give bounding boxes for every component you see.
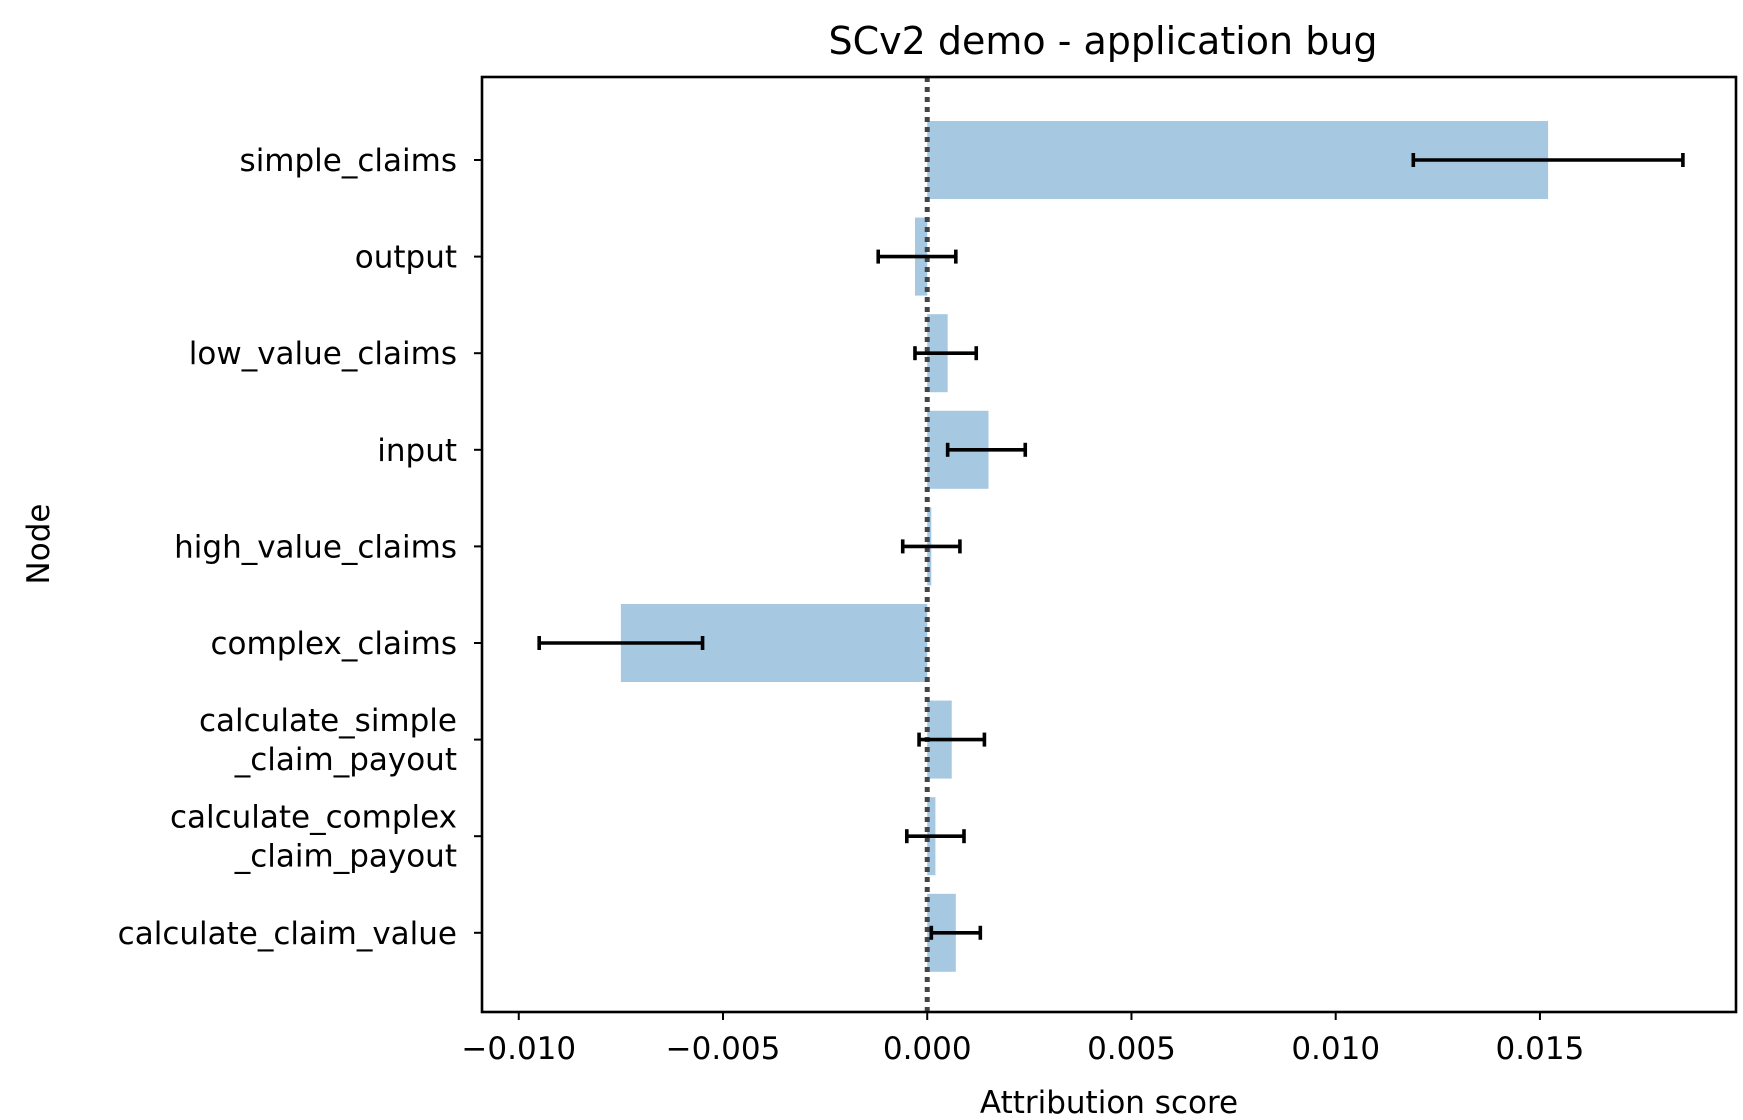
y-axis-label: Node — [21, 504, 57, 585]
plot-frame — [480, 75, 1738, 1014]
x-axis-label: Attribution score — [980, 1085, 1238, 1120]
x-tick-label: 0.000 — [883, 1031, 972, 1067]
error-bar — [913, 346, 979, 361]
error-bar — [1411, 153, 1685, 167]
y-tick-label: complex_claims — [211, 626, 458, 662]
x-tick-label: 0.015 — [1496, 1031, 1585, 1067]
y-tick-label: calculate_claim_value — [118, 916, 457, 952]
error-bar — [876, 249, 958, 264]
y-tick-label: calculate_simple _claim_payout — [199, 703, 457, 778]
y-tick-label: simple_claims — [240, 143, 457, 179]
x-tick-label: 0.005 — [1087, 1031, 1176, 1067]
bars-layer — [620, 121, 1549, 972]
y-tick-label: low_value_claims — [189, 336, 457, 372]
error-bar — [945, 442, 1028, 457]
error-bar — [537, 636, 705, 650]
x-axis: −0.010 −0.005 0.000 0.005 0.010 0.015 — [461, 1012, 1584, 1067]
x-tick-label: −0.010 — [461, 1031, 576, 1067]
error-bar — [917, 732, 987, 747]
chart-title: SCv2 demo - application bug — [828, 19, 1377, 63]
y-tick-label: input — [377, 433, 457, 469]
error-bar — [905, 829, 966, 844]
errorbars-layer — [537, 153, 1685, 940]
y-tick-label: high_value_claims — [174, 529, 457, 565]
x-tick-label: 0.010 — [1291, 1031, 1380, 1067]
error-bar — [929, 925, 983, 940]
error-bar — [900, 539, 962, 554]
y-tick-label: calculate_complex _claim_payout — [170, 800, 457, 875]
x-tick-label: −0.005 — [666, 1031, 781, 1067]
y-tick-label: output — [355, 240, 457, 276]
